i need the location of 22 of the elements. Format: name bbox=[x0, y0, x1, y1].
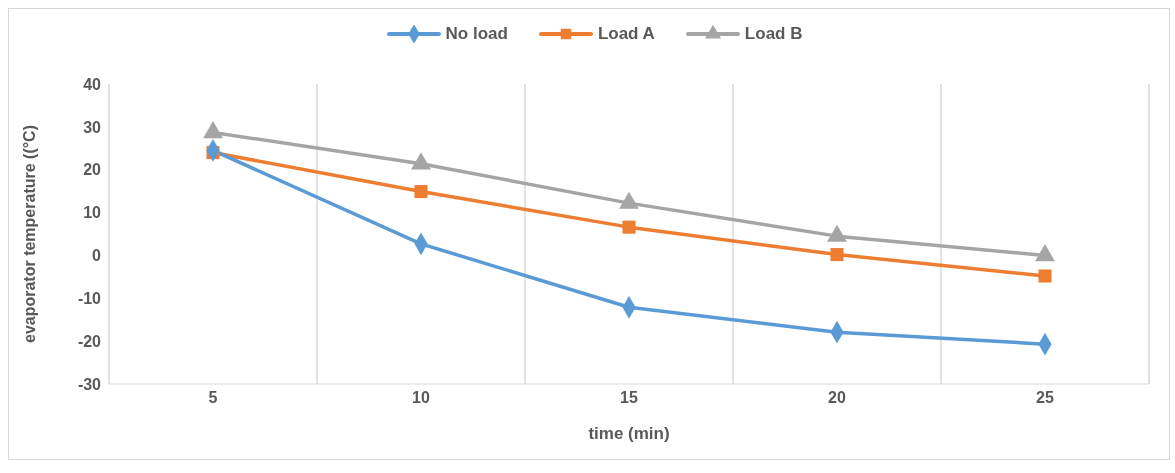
x-tick-label: 25 bbox=[1036, 389, 1054, 407]
point bbox=[830, 248, 844, 262]
y-tick-label: 40 bbox=[83, 75, 102, 93]
y-tick-label: -10 bbox=[77, 289, 102, 307]
x-tick-label: 10 bbox=[412, 389, 430, 407]
y-tick-label: 20 bbox=[83, 161, 102, 179]
y-tick-label: -30 bbox=[77, 375, 102, 393]
y-axis-title: evaporator temperature ((°C) bbox=[20, 125, 38, 343]
x-tick-label: 20 bbox=[828, 389, 846, 407]
y-tick-label: 10 bbox=[83, 204, 102, 222]
x-axis-title: time (min) bbox=[588, 424, 670, 443]
x-tick-label: 5 bbox=[208, 389, 218, 407]
legend-label: No load bbox=[445, 24, 508, 44]
point bbox=[622, 220, 636, 234]
y-tick-label: 0 bbox=[92, 247, 102, 265]
legend-label: Load B bbox=[744, 24, 803, 44]
y-tick-label: -20 bbox=[77, 332, 102, 350]
point bbox=[1038, 269, 1052, 283]
point bbox=[414, 185, 428, 199]
y-tick-label: 30 bbox=[83, 118, 102, 136]
legend-label: Load A bbox=[597, 24, 655, 44]
x-tick-label: 15 bbox=[620, 389, 638, 407]
